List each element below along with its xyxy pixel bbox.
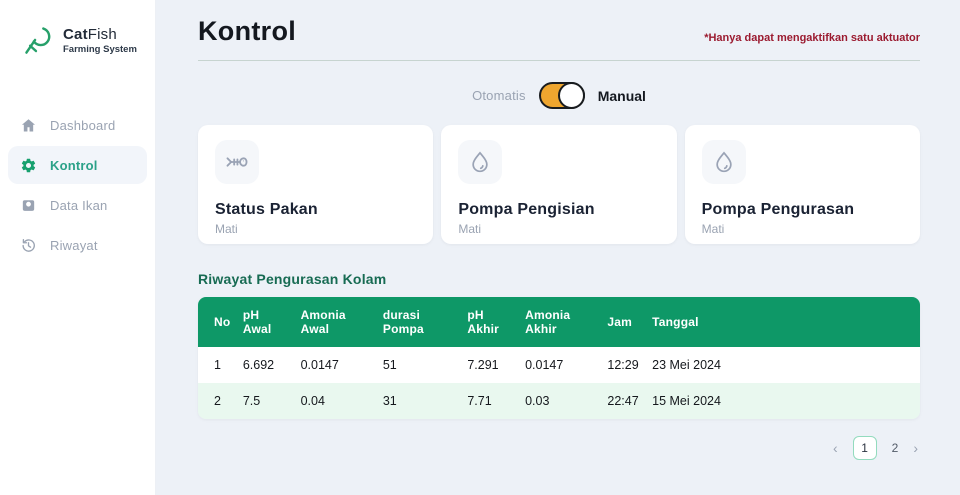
cell-jam: 12:29 [607, 358, 639, 372]
droplet-icon [458, 140, 503, 184]
col-no: No [198, 297, 235, 347]
brand-logo: CatFish Farming System [0, 22, 155, 60]
otomatis-label: Otomatis [472, 88, 526, 103]
page-button-1[interactable]: 1 [852, 436, 877, 460]
cell-amonia-awal: 0.04 [300, 394, 325, 408]
cell-durasi-pompa: 31 [382, 394, 397, 408]
card-title: Status Pakan [215, 201, 318, 218]
cell-no: 2 [214, 394, 221, 408]
manual-label: Manual [597, 87, 646, 104]
table-row: 1 6.692 0.0147 51 7.291 0.0147 12:29 23 … [198, 347, 920, 383]
page-title: Kontrol [198, 16, 297, 46]
sidebar-item-label: Dashboard [50, 117, 116, 133]
card-status-pakan[interactable]: Status Pakan Mati [198, 125, 434, 244]
card-status: Mati [215, 222, 238, 236]
history-table: No pH Awal Amonia Awal durasi Pompa pH A… [198, 297, 920, 419]
sidebar-item-riwayat[interactable]: Riwayat [8, 226, 147, 264]
toggle-knob [558, 81, 586, 109]
sidebar-nav: Dashboard Kontrol Data Ikan Riwayat [0, 106, 155, 264]
sidebar-item-dashboard[interactable]: Dashboard [8, 106, 147, 144]
droplet-icon [701, 140, 746, 184]
brand-subtitle: Farming System [63, 43, 137, 55]
col-amonia-akhir: Amonia Akhir [517, 297, 600, 347]
table-row: 2 7.5 0.04 31 7.71 0.03 22:47 15 Mei 202… [198, 383, 920, 419]
col-tanggal: Tanggal [644, 297, 920, 347]
col-jam: Jam [599, 297, 645, 347]
header-divider [198, 60, 920, 61]
history-section-title: Riwayat Pengurasan Kolam [198, 271, 387, 287]
cell-jam: 22:47 [607, 394, 639, 408]
card-title: Pompa Pengurasan [701, 201, 855, 218]
pagination: ‹ 1 2 › [198, 436, 920, 460]
sidebar-item-kontrol[interactable]: Kontrol [8, 146, 147, 184]
cell-ph-awal: 6.692 [242, 358, 275, 372]
cell-amonia-akhir: 0.0147 [525, 358, 564, 372]
card-pompa-pengurasan[interactable]: Pompa Pengurasan Mati [684, 125, 920, 244]
col-ph-akhir: pH Akhir [459, 297, 518, 347]
brand-fish: Fish [87, 26, 117, 44]
brand-name: CatFish Farming System [63, 26, 137, 55]
card-status: Mati [701, 222, 725, 236]
cell-no: 1 [214, 358, 221, 372]
prev-page-button[interactable]: ‹ [832, 440, 838, 456]
gear-icon [20, 157, 37, 174]
cell-ph-akhir: 7.71 [467, 394, 492, 408]
mode-toggle-switch[interactable] [538, 81, 586, 109]
fishbone-icon [215, 140, 259, 184]
cell-amonia-awal: 0.0147 [300, 358, 339, 372]
col-amonia-awal: Amonia Awal [292, 297, 375, 347]
cell-durasi-pompa: 51 [382, 358, 397, 372]
next-page-button[interactable]: › [913, 440, 918, 456]
cell-ph-akhir: 7.291 [467, 358, 499, 372]
main-content: Kontrol *Hanya dapat mengaktifkan satu a… [156, 0, 960, 495]
col-durasi-pompa: durasi Pompa [374, 297, 460, 347]
cell-ph-awal: 7.5 [242, 394, 261, 408]
sidebar-item-label: Riwayat [50, 237, 98, 253]
table-header-row: No pH Awal Amonia Awal durasi Pompa pH A… [198, 297, 920, 347]
fish-logo-icon [18, 22, 56, 60]
actuator-cards: Status Pakan Mati Pompa Pengisian Mati P… [198, 125, 920, 244]
home-icon [20, 117, 37, 134]
cell-tanggal: 15 Mei 2024 [652, 394, 721, 408]
mode-toggle-row: Otomatis Manual [198, 81, 920, 109]
card-pompa-pengisian[interactable]: Pompa Pengisian Mati [441, 125, 677, 244]
actuator-warning-note: *Hanya dapat mengaktifkan satu aktuator [704, 32, 920, 44]
col-ph-awal: pH Awal [234, 297, 293, 347]
card-title: Pompa Pengisian [458, 201, 595, 218]
history-icon [20, 237, 37, 254]
sidebar-item-data-ikan[interactable]: Data Ikan [8, 186, 147, 224]
card-status: Mati [458, 222, 481, 236]
sidebar-item-label: Kontrol [50, 157, 98, 173]
sidebar-item-label: Data Ikan [50, 197, 108, 213]
brand-cat: Cat [63, 26, 88, 44]
cell-tanggal: 23 Mei 2024 [652, 358, 721, 372]
page-button-2[interactable]: 2 [891, 441, 899, 455]
sidebar: CatFish Farming System Dashboard Kontrol… [0, 0, 156, 495]
cell-amonia-akhir: 0.03 [525, 394, 550, 408]
page-header: Kontrol *Hanya dapat mengaktifkan satu a… [198, 16, 920, 47]
fish-data-icon [20, 197, 37, 214]
